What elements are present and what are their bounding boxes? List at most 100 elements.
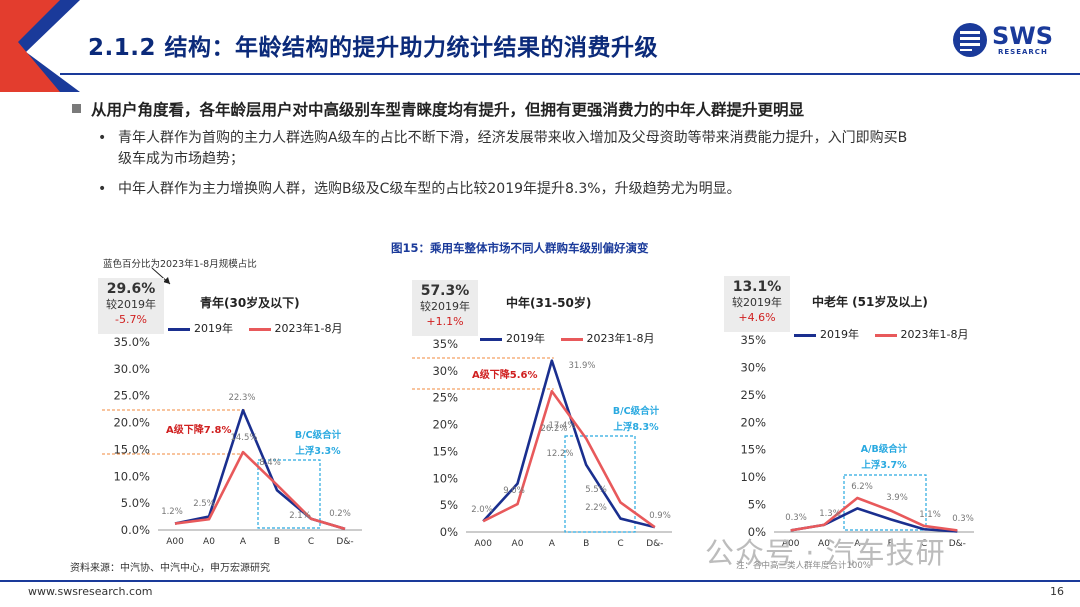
chart-title-youth: 青年(30岁及以下)	[200, 296, 300, 310]
stat-box-senior: 13.1% 较2019年 +4.6%	[724, 276, 790, 332]
data-label: 12.2%	[546, 449, 573, 459]
x-tick-label: D&-	[336, 537, 353, 547]
chart-title-senior: 中老年 (51岁及以上)	[812, 295, 928, 309]
a-decline-annotation: A级下降5.6%	[472, 368, 537, 381]
upgrade-box	[564, 435, 636, 533]
y-tick-label: 5%	[440, 498, 458, 512]
y-tick-label: 10%	[740, 470, 766, 484]
y-tick-label: 25%	[432, 391, 458, 405]
data-label: 14.5%	[230, 433, 257, 443]
section-heading: 从用户角度看，各年龄层用户对中高级别车型青睐度均有提升，但拥有更强消费力的中年人…	[72, 98, 804, 120]
data-label: 8.4%	[259, 458, 281, 468]
x-tick-label: D&-	[646, 539, 663, 549]
y-tick-label: 0%	[440, 525, 458, 539]
data-label: 0.3%	[952, 514, 974, 524]
legend-youth: 2019年 2023年1-8月	[168, 320, 342, 336]
title-banner	[0, 0, 1080, 92]
y-tick-label: 5.0%	[121, 496, 150, 510]
page-number: 16	[1050, 585, 1064, 598]
data-label: 1.3%	[819, 509, 841, 519]
series-2023-line	[482, 389, 656, 529]
legend-middle: 2019年 2023年1-8月	[480, 330, 654, 346]
upgrade-box	[843, 474, 927, 531]
x-tick-label: C	[617, 539, 623, 549]
upgrade-annotation-line1: B/C级合计	[613, 405, 660, 417]
y-tick-label: 10%	[432, 471, 458, 485]
footer-divider	[0, 580, 1080, 582]
data-label: 3.9%	[886, 493, 908, 503]
y-tick-label: 20%	[740, 415, 766, 429]
series-2023-line	[174, 450, 346, 531]
legend-senior: 2019年 2023年1-8月	[794, 326, 968, 342]
y-tick-label: 35.0%	[113, 335, 150, 349]
x-tick-label: B	[274, 537, 280, 547]
y-tick-label: 5%	[748, 498, 766, 512]
data-label: 22.3%	[228, 393, 255, 403]
upgrade-annotation-line1: B/C级合计	[295, 429, 342, 441]
x-tick-label: A0	[818, 539, 830, 549]
data-label: 31.9%	[568, 361, 595, 371]
y-tick-label: 35%	[740, 333, 766, 347]
data-label: 26.2%	[540, 424, 567, 434]
x-tick-label: A00	[782, 539, 800, 549]
data-label: 2.5%	[193, 499, 215, 509]
upgrade-annotation-line2: 上浮3.7%	[861, 459, 907, 471]
x-tick-label: C	[308, 537, 314, 547]
series-2023-line	[790, 496, 958, 532]
sws-logo: SWS RESEARCH	[952, 18, 1062, 62]
y-tick-label: 0%	[748, 525, 766, 539]
y-tick-label: 30%	[432, 364, 458, 378]
data-label: 2.1%	[289, 511, 311, 521]
x-tick-label: D&-	[949, 539, 966, 549]
upgrade-annotation-line2: 上浮8.3%	[613, 421, 659, 433]
stat-box-middle: 57.3% 较2019年 +1.1%	[412, 280, 478, 336]
y-tick-label: 15%	[432, 444, 458, 458]
y-tick-label: 30.0%	[113, 362, 150, 376]
x-tick-label: A00	[166, 537, 184, 547]
note-arrow	[151, 267, 171, 285]
bullet-1: • 青年人群作为首购的主力人群选购A级车的占比不断下滑，经济发展带来收入增加及父…	[98, 130, 908, 167]
y-tick-label: 20%	[432, 418, 458, 432]
data-label: 1.2%	[161, 507, 183, 517]
footer-url[interactable]: www.swsresearch.com	[28, 585, 153, 598]
x-tick-label: A	[854, 539, 861, 549]
x-tick-label: A0	[512, 539, 524, 549]
a-decline-annotation: A级下降7.8%	[166, 423, 231, 436]
upgrade-annotation-line1: A/B级合计	[861, 443, 908, 455]
data-label: 2.2%	[585, 503, 607, 513]
x-tick-label: C	[921, 539, 927, 549]
x-tick-label: B	[888, 539, 894, 549]
upgrade-box	[257, 459, 321, 529]
blue-share-note: 蓝色百分比为2023年1-8月规模占比	[103, 259, 257, 270]
footnote: 注：各中高三类人群年度合计100%	[736, 561, 871, 571]
y-tick-label: 0.0%	[121, 523, 150, 537]
y-tick-label: 35%	[432, 337, 458, 351]
y-tick-label: 30%	[740, 360, 766, 374]
data-label: 5.5%	[585, 485, 607, 495]
y-tick-label: 20.0%	[113, 416, 150, 430]
y-tick-label: 10.0%	[113, 469, 150, 483]
chart-senior: 0% 5% 10% 15% 20% 25% 30% 35% A00 A0 A B C D&- 0.3% 1.3…	[740, 333, 974, 549]
series-2019-line	[482, 359, 656, 529]
chart-middle: 0% 5% 10% 15% 20% 25% 30% 35% A00 A0 A B C D&- 2.0% 9.0…	[412, 337, 672, 549]
y-tick-label: 25.0%	[113, 389, 150, 403]
y-tick-label: 25%	[740, 388, 766, 402]
x-tick-label: A00	[474, 539, 492, 549]
x-tick-label: A	[240, 537, 247, 547]
data-label: 6.2%	[851, 482, 873, 492]
stat-box-youth: 29.6% 较2019年 -5.7%	[98, 278, 164, 334]
data-label: 17.4%	[548, 421, 575, 431]
watermark: 公众号 · 汽车技研	[705, 536, 946, 570]
source-note: 资料来源：中汽协、中汽中心，申万宏源研究	[70, 563, 270, 574]
chart-title-middle: 中年(31-50岁)	[506, 296, 592, 310]
data-label: 2.0%	[471, 505, 493, 515]
data-label: 9.0%	[503, 486, 525, 496]
upgrade-annotation-line2: 上浮3.3%	[295, 445, 341, 457]
y-tick-label: 15%	[740, 443, 766, 457]
x-tick-label: A0	[203, 537, 215, 547]
y-tick-label: 15.0%	[113, 442, 150, 456]
data-label: 0.2%	[329, 509, 351, 519]
data-label: 0.9%	[649, 511, 671, 521]
x-tick-label: B	[583, 539, 589, 549]
x-tick-label: A	[549, 539, 556, 549]
